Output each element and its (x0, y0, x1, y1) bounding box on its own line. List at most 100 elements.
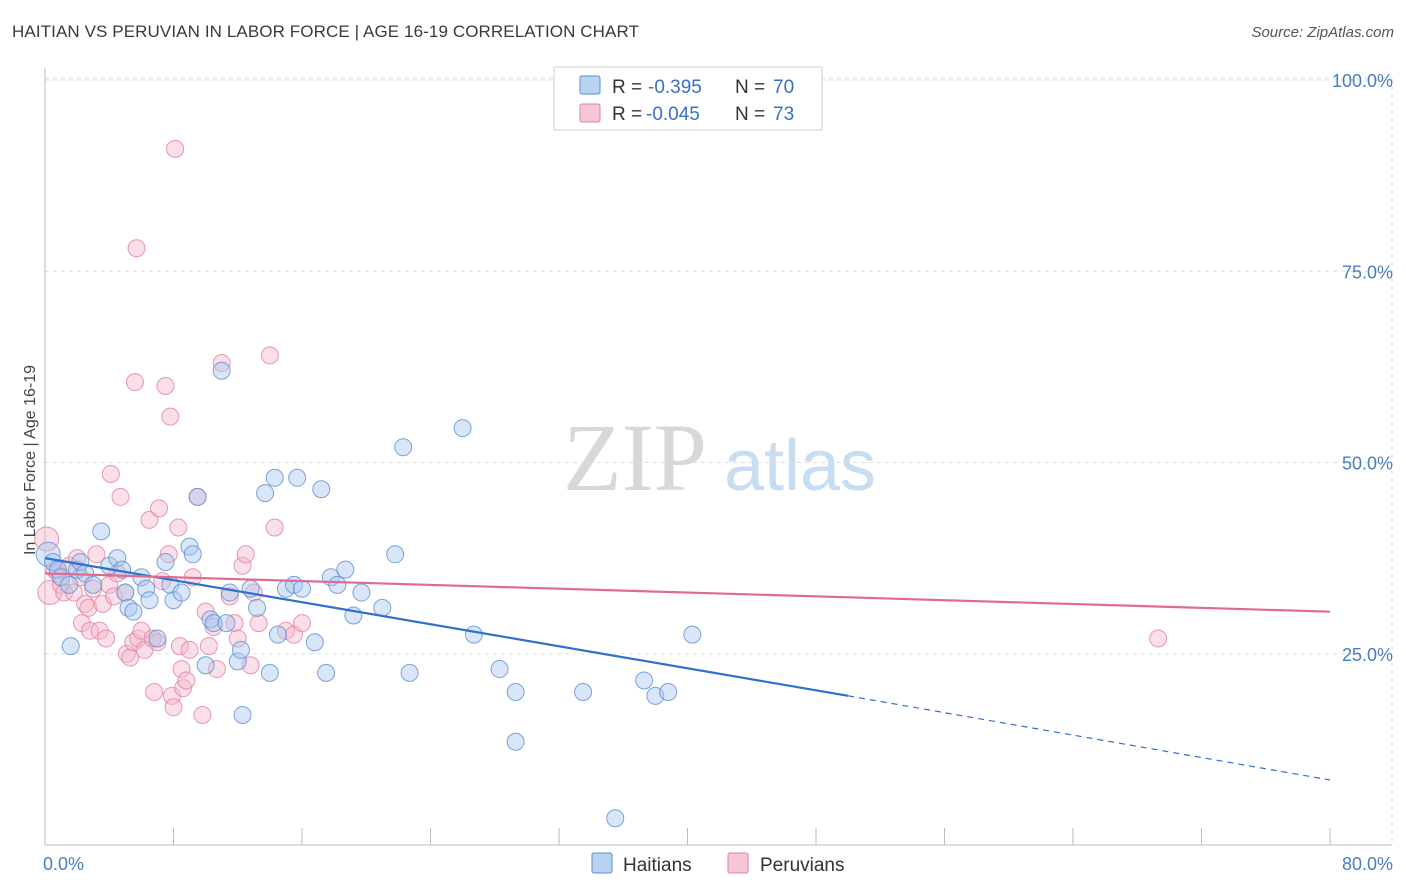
stats-legend: R = -0.395 N = 70 R = -0.045 N = 73 (553, 66, 823, 131)
watermark-zip: ZIP (563, 404, 707, 511)
point-haitians-56 (386, 545, 405, 564)
point-peruvians-15 (87, 545, 106, 564)
point-haitians-68 (659, 683, 678, 701)
legend-label-peruvians: Peruvians (760, 855, 845, 876)
point-haitians-55 (373, 598, 392, 617)
point-peruvians-29 (127, 239, 146, 258)
series-legend: Haitians Peruvians (591, 852, 845, 876)
point-haitians-18 (137, 579, 156, 598)
point-haitians-47 (305, 633, 324, 652)
chart-title: HAITIAN VS PERUVIAN IN LABOR FORCE | AGE… (12, 22, 640, 41)
stats-legend-r-label-peruvians: R = (612, 104, 642, 125)
legend-swatch-haitians (591, 852, 613, 874)
point-peruvians-58 (212, 354, 231, 373)
point-haitians-27 (188, 487, 207, 506)
point-haitians-20 (148, 629, 167, 648)
point-haitians-32 (217, 614, 236, 633)
stats-legend-n-value-peruvians: 73 (773, 104, 794, 125)
stats-legend-n-label-haitians: N = (735, 77, 765, 98)
point-peruvians-66 (249, 614, 268, 633)
y-tick-label-2: 50.0% (1342, 454, 1393, 474)
point-haitians-16 (124, 602, 143, 621)
point-peruvians-12 (79, 598, 98, 617)
point-haitians-49 (317, 663, 336, 682)
point-haitians-10 (92, 522, 111, 541)
legend-label-haitians: Haitians (623, 855, 692, 876)
point-peruvians-13 (80, 621, 99, 640)
point-haitians-19 (140, 591, 159, 610)
point-haitians-69 (683, 625, 702, 644)
point-peruvians-39 (156, 377, 175, 395)
point-haitians-34 (228, 652, 247, 671)
trend-line-haitians (44, 557, 849, 697)
point-peruvians-62 (233, 556, 252, 575)
point-haitians-28 (196, 656, 215, 675)
point-peruvians-46 (170, 637, 189, 656)
point-peruvians-68 (265, 518, 284, 537)
point-peruvians-37 (150, 499, 169, 518)
point-peruvians-23 (111, 487, 130, 506)
point-haitians-57 (394, 438, 413, 457)
y-axis-label: In Labor Force | Age 16-19 (22, 365, 39, 555)
point-peruvians-43 (164, 698, 183, 717)
point-haitians-33 (220, 583, 239, 602)
point-peruvians-63 (236, 545, 255, 564)
stats-legend-swatch-peruvians (579, 103, 601, 123)
point-peruvians-55 (199, 637, 218, 656)
stats-legend-swatch-haitians (579, 75, 601, 95)
point-haitians-48 (312, 480, 331, 499)
point-peruvians-67 (260, 346, 279, 365)
y-tick-label-1: 75.0% (1342, 262, 1393, 282)
chart-source: Source: ZipAtlas.com (1251, 24, 1394, 41)
point-peruvians-28 (125, 373, 144, 392)
point-haitians-46 (293, 579, 311, 598)
axes (44, 68, 1392, 846)
tick-labels: 100.0% 75.0% 50.0% 25.0% 0.0% 80.0% (43, 71, 1393, 874)
point-haitians-62 (506, 683, 525, 701)
stats-legend-r-value-peruvians: -0.045 (646, 104, 700, 125)
point-haitians-9 (84, 575, 103, 594)
stats-legend-n-value-haitians: 70 (773, 77, 794, 98)
point-peruvians-72 (1149, 629, 1168, 648)
point-peruvians-44 (166, 139, 185, 158)
x-tick-label-1: 80.0% (1342, 854, 1393, 874)
point-haitians-51 (328, 575, 347, 594)
point-haitians-66 (635, 671, 654, 690)
point-haitians-40 (260, 663, 279, 682)
point-peruvians-35 (145, 683, 164, 701)
stats-legend-r-value-haitians: -0.395 (648, 77, 702, 98)
point-haitians-52 (336, 560, 355, 579)
point-haitians-64 (574, 683, 593, 701)
y-tick-label-0: 100.0% (1332, 71, 1393, 91)
stats-legend-n-label-peruvians: N = (735, 104, 765, 125)
point-peruvians-45 (169, 518, 188, 537)
watermark-atlas: atlas (724, 426, 876, 506)
point-peruvians-59 (220, 587, 239, 606)
trend-line-peruvians (44, 572, 1331, 613)
point-haitians-39 (256, 484, 275, 503)
point-haitians-54 (352, 583, 371, 602)
point-haitians-12 (108, 549, 127, 568)
point-haitians-61 (490, 660, 509, 679)
point-peruvians-50 (180, 640, 199, 659)
point-haitians-38 (248, 598, 267, 617)
point-haitians-58 (400, 663, 419, 682)
point-peruvians-71 (293, 614, 311, 633)
point-peruvians-1 (37, 580, 63, 606)
point-haitians-42 (268, 625, 287, 644)
point-haitians-30 (204, 614, 223, 633)
x-tick-label-0: 0.0% (43, 854, 84, 874)
point-haitians-14 (116, 583, 135, 602)
data-points (34, 139, 1168, 828)
stats-legend-r-label-haitians: R = (612, 77, 642, 98)
trend-line-haitians-extension (848, 695, 1331, 781)
point-peruvians-47 (172, 660, 191, 679)
point-haitians-26 (183, 545, 202, 564)
point-haitians-59 (453, 419, 472, 438)
point-haitians-41 (265, 468, 284, 487)
point-peruvians-26 (121, 648, 140, 667)
y-tick-label-3: 25.0% (1342, 645, 1393, 665)
point-haitians-4 (60, 575, 79, 594)
point-peruvians-33 (140, 510, 159, 529)
